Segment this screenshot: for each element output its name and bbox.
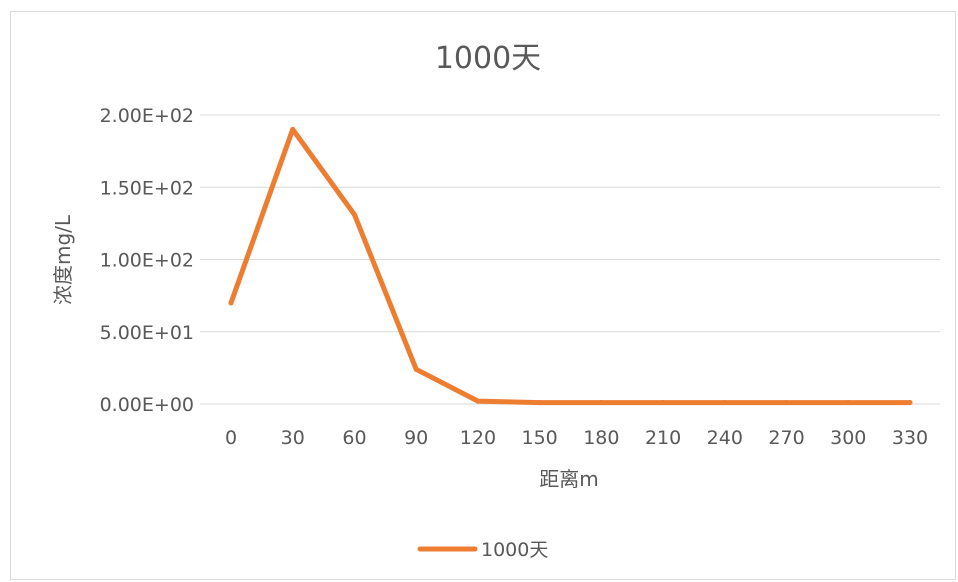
x-tick-label: 0 [225,427,237,449]
y-axis-ticks: 0.00E+00 5.00E+01 1.00E+02 1.50E+02 2.00E+02 [100,105,194,416]
x-tick-label: 30 [281,427,305,449]
data-point [228,300,234,306]
data-point [290,126,296,132]
x-axis-ticks: 0 30 60 90 120 150 180 210 240 270 300 330 [225,427,928,449]
x-tick-label: 180 [583,427,619,449]
x-tick-label: 330 [892,427,928,449]
data-point [598,400,604,406]
legend: 1000天 [417,539,548,561]
series-line [228,126,913,406]
data-point [907,400,913,406]
data-point [660,400,666,406]
chart-title: 1000天 [435,41,541,76]
data-point [845,400,851,406]
data-point [475,398,481,404]
x-tick-label: 150 [522,427,558,449]
data-point [537,400,543,406]
x-tick-label: 270 [768,427,804,449]
legend-label: 1000天 [481,539,548,561]
y-tick-label: 5.00E+01 [100,322,194,344]
y-tick-label: 0.00E+00 [100,394,194,416]
x-tick-label: 300 [830,427,866,449]
data-point [413,366,419,372]
data-point [722,400,728,406]
x-tick-label: 240 [707,427,743,449]
x-tick-label: 210 [645,427,681,449]
x-tick-label: 60 [342,427,366,449]
y-tick-label: 1.00E+02 [100,250,194,272]
x-tick-label: 90 [404,427,428,449]
data-point [351,212,357,218]
chart-frame [10,11,956,580]
y-tick-label: 1.50E+02 [100,177,194,199]
data-point [784,400,790,406]
y-axis-label: 浓度mg/L [51,214,75,305]
series-layer [228,126,913,406]
x-tick-label: 120 [460,427,496,449]
x-axis-label: 距离m [539,467,598,491]
y-tick-label: 2.00E+02 [100,105,194,127]
